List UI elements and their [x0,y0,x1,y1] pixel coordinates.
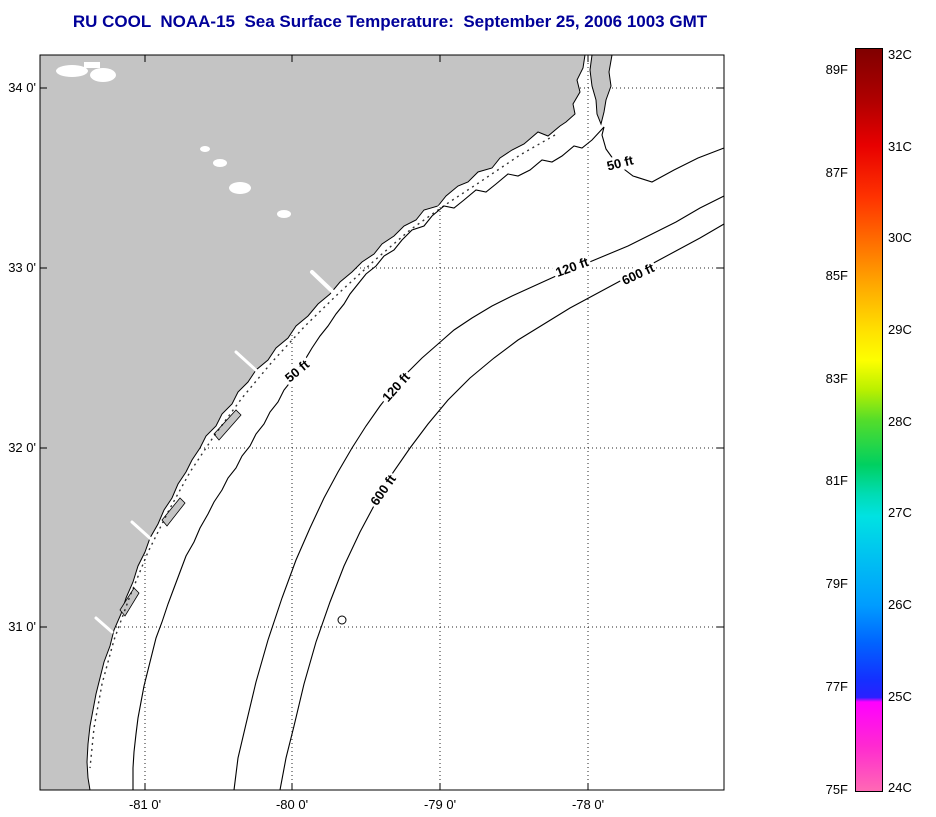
x-tick-neg81: -81 0' [128,797,162,812]
cloud-patches [56,62,291,218]
axis-ticks [40,55,724,790]
colorbar-c-label-31: 31C [888,139,912,154]
colorbar-c-label-25: 25C [888,689,912,704]
depth-contour-50ft [132,126,725,790]
colorbar-c-label-26: 26C [888,597,912,612]
depth-contour-120ft [233,195,725,791]
barrier-islands [119,409,242,617]
colorbar-c-label-29: 29C [888,322,912,337]
colorbar-f-label-77: 77F [825,679,848,694]
figure-title: RU COOL NOAA-15 Sea Surface Temperature:… [72,12,708,31]
coastline-land [39,54,613,791]
colorbar-f-label-87: 87F [825,165,848,180]
y-tick-31: 31 0' [8,619,36,634]
colorbar-f-label-75: 75F [825,782,848,797]
y-tick-34: 34 0' [8,80,36,95]
x-tick-neg79: -79 0' [423,797,457,812]
colorbar-c-label-32: 32C [888,47,912,62]
plot-border [39,54,725,791]
colorbar-f-label-89: 89F [825,62,848,77]
cape-peninsula [589,54,613,126]
colorbar-f-label-81: 81F [825,473,848,488]
y-tick-33: 33 0' [8,260,36,275]
colorbar-c-label-24: 24C [888,780,912,795]
x-tick-neg78: -78 0' [571,797,605,812]
colorbar-f-label-79: 79F [825,576,848,591]
estuary-inlets [94,183,473,634]
colorbar-f-label-85: 85F [825,268,848,283]
x-tick-neg80: -80 0' [275,797,309,812]
contour-circle [337,615,347,625]
temperature-colorbar [855,48,883,792]
y-tick-32: 32 0' [8,440,36,455]
colorbar-c-label-27: 27C [888,505,912,520]
grid-lines [40,55,724,790]
colorbar-c-label-28: 28C [888,414,912,429]
colorbar-c-label-30: 30C [888,230,912,245]
colorbar-f-label-83: 83F [825,371,848,386]
